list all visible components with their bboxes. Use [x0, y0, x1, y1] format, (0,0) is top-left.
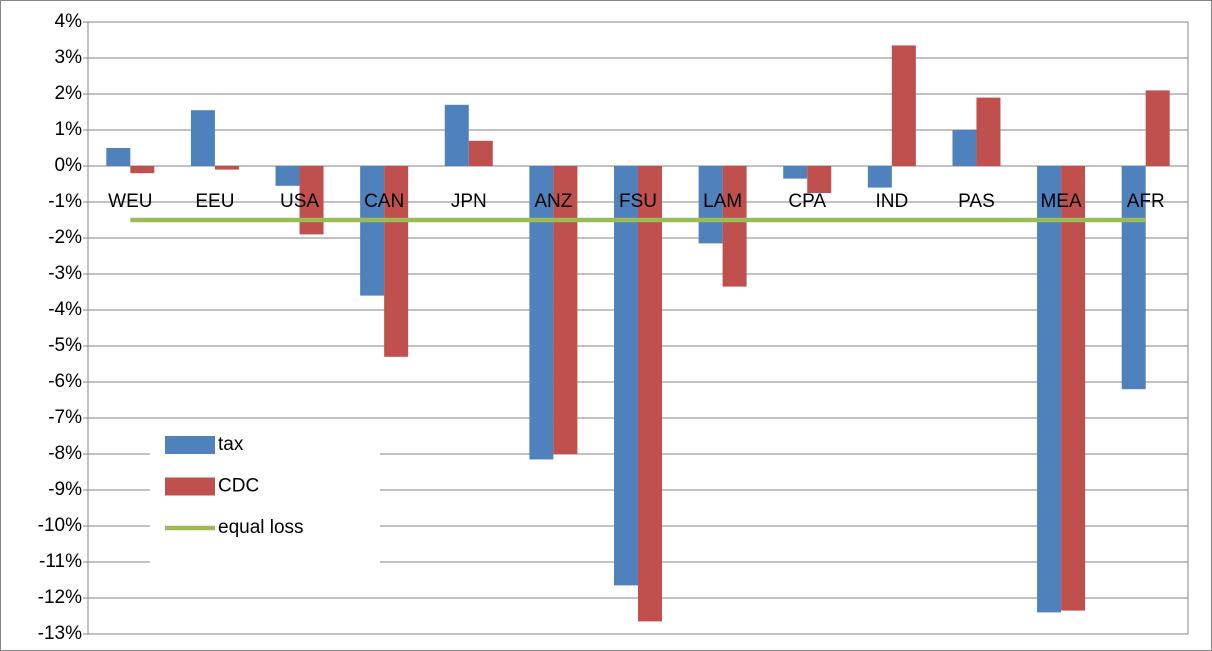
bar — [614, 166, 638, 586]
legend-label: tax — [218, 434, 244, 455]
y-tick-label: 2% — [55, 83, 83, 104]
legend-swatch — [165, 477, 215, 496]
legend-swatch — [165, 436, 215, 454]
y-tick-label: -10% — [38, 515, 82, 536]
bar — [360, 166, 385, 296]
bar — [444, 104, 469, 166]
bar — [976, 97, 1001, 166]
y-tick-label: -12% — [38, 587, 82, 608]
y-tick-label: 1% — [55, 119, 83, 140]
x-tick-label: FSU — [619, 191, 657, 212]
bar — [106, 148, 131, 166]
bar — [1145, 90, 1170, 166]
y-tick-label: -11% — [39, 551, 82, 572]
y-tick-label: -5% — [48, 335, 82, 356]
y-tick-label: 0% — [55, 155, 83, 176]
bar — [275, 166, 300, 186]
bar — [867, 166, 892, 188]
bar — [722, 166, 747, 287]
x-tick-label: CAN — [364, 191, 404, 212]
x-tick-label: JPN — [451, 191, 487, 212]
y-tick-label: -7% — [48, 407, 82, 428]
bar — [130, 166, 155, 174]
legend-label: equal loss — [218, 517, 304, 538]
y-tick-label: -13% — [38, 623, 82, 644]
x-tick-label: WEU — [108, 191, 152, 212]
y-tick-label: -8% — [48, 443, 82, 464]
bar — [384, 166, 409, 357]
y-tick-label: -3% — [48, 263, 82, 284]
x-tick-label: USA — [280, 191, 319, 212]
bar — [468, 140, 493, 166]
bar — [190, 110, 215, 166]
bar — [952, 130, 977, 166]
bar — [891, 45, 916, 166]
bar — [1121, 166, 1146, 390]
x-tick-label: CPA — [788, 191, 826, 212]
legend-label: CDC — [218, 476, 259, 497]
x-tick-label: AFR — [1127, 191, 1165, 212]
x-tick-label: IND — [875, 191, 908, 212]
bar — [638, 166, 662, 622]
bar — [807, 166, 832, 193]
bar — [1061, 166, 1086, 611]
x-tick-label: EEU — [195, 191, 234, 212]
x-tick-label: ANZ — [534, 191, 572, 212]
bar — [553, 166, 578, 454]
y-tick-label: -2% — [48, 227, 82, 248]
y-tick-label: -9% — [48, 479, 82, 500]
y-tick-label: 4% — [55, 11, 83, 32]
y-tick-label: -4% — [48, 299, 82, 320]
y-tick-label: -1% — [48, 191, 82, 212]
bar — [529, 166, 554, 460]
y-tick-label: 3% — [55, 47, 83, 68]
x-tick-label: LAM — [703, 191, 742, 212]
bar — [299, 166, 324, 235]
bar — [214, 166, 239, 170]
x-tick-label: PAS — [958, 191, 995, 212]
y-tick-label: -6% — [48, 371, 82, 392]
x-tick-label: MEA — [1040, 191, 1082, 212]
bar — [1037, 166, 1062, 613]
bar — [783, 166, 808, 179]
bar — [698, 166, 723, 244]
